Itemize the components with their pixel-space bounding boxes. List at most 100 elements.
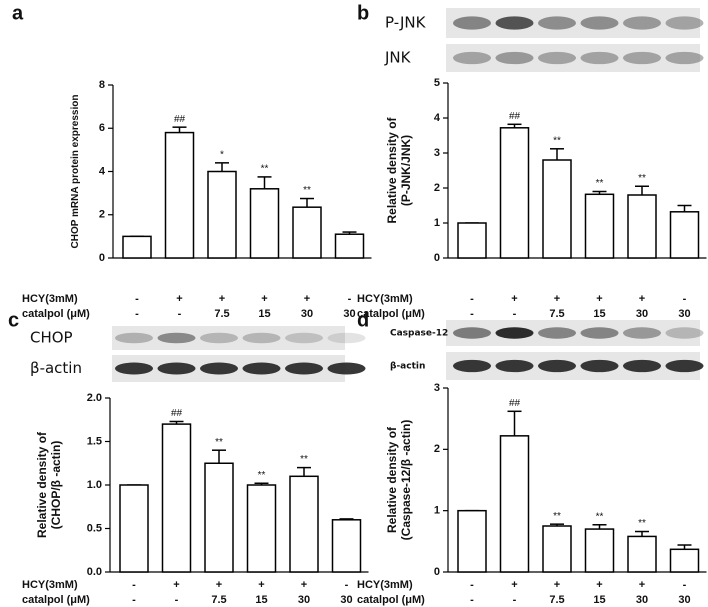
y-tick-label: 1 (434, 505, 440, 517)
blot-label: JNK (384, 49, 412, 67)
y-axis-label-line: Relative density of (385, 116, 399, 223)
y-tick-label: 4 (99, 165, 106, 177)
condition-value: 30 (301, 308, 313, 320)
panel-letter: b (357, 2, 369, 24)
condition-name: HCY(3mM) (357, 579, 413, 591)
blot-band (157, 332, 196, 344)
bar (542, 159, 572, 259)
blot-band (580, 359, 619, 373)
blot-band (453, 51, 491, 65)
condition-value: + (554, 579, 560, 591)
condition-value: - (178, 308, 182, 320)
condition-value: 15 (255, 594, 267, 606)
bar (164, 131, 195, 259)
bar (584, 193, 615, 259)
blot-band (623, 16, 661, 30)
blot-band (665, 51, 704, 65)
blot-band (538, 51, 576, 65)
condition-value: - (135, 308, 139, 320)
blot-label: P-JNK (385, 14, 427, 32)
condition-value: - (348, 293, 352, 305)
blot-band (623, 51, 661, 65)
blot-band (580, 16, 619, 30)
condition-name: HCY(3mM) (357, 293, 413, 305)
significance-label: ** (638, 173, 646, 184)
blot-band (115, 332, 153, 344)
bar (292, 206, 322, 259)
blot-band (285, 332, 323, 344)
significance-label: ## (509, 398, 521, 409)
bar (334, 233, 365, 259)
condition-name: HCY(3mM) (22, 579, 78, 591)
condition-value: - (132, 579, 136, 591)
condition-value: + (596, 579, 602, 591)
condition-value: + (216, 579, 222, 591)
condition-value: 30 (678, 594, 690, 606)
bar (669, 548, 700, 573)
significance-label: ** (553, 511, 561, 522)
blot-label: CHOP (30, 329, 73, 347)
blot-band (623, 327, 661, 339)
y-tick-label: 1.5 (87, 435, 102, 447)
condition-value: 7.5 (549, 308, 564, 320)
significance-label: * (220, 149, 224, 160)
bar (161, 423, 192, 573)
y-axis-label-line: Relative density of (35, 431, 49, 538)
blot-band (538, 359, 576, 373)
condition-value: - (470, 308, 474, 320)
y-axis-label: CHOP mRNA protein expression (70, 95, 81, 249)
blot-band (495, 16, 534, 30)
blot-band (495, 327, 534, 339)
condition-value: + (511, 293, 517, 305)
significance-label: ** (638, 518, 646, 529)
condition-value: - (683, 293, 687, 305)
y-axis-label: Relative density of(P-JNK/JNK) (385, 116, 413, 223)
blot-band (285, 362, 323, 375)
condition-value: 30 (636, 594, 648, 606)
y-tick-label: 0.5 (87, 522, 102, 534)
significance-label: ## (174, 114, 186, 125)
y-tick-label: 2 (99, 209, 105, 221)
y-tick-label: 0 (99, 252, 105, 264)
condition-value: 7.5 (549, 594, 564, 606)
y-axis-label: Relative density of(CHOP/β -actin) (35, 431, 63, 538)
significance-label: ** (258, 470, 266, 481)
bar (669, 211, 700, 259)
blot-band (665, 16, 704, 30)
bar (542, 525, 572, 573)
blot-band (157, 362, 196, 375)
blot-band (327, 362, 366, 375)
y-tick-label: 0.0 (87, 566, 102, 578)
condition-value: + (219, 293, 225, 305)
blot-band (115, 362, 153, 375)
significance-label: ## (171, 408, 183, 419)
condition-name: catalpol (μM) (357, 594, 425, 606)
significance-label: ** (261, 164, 269, 175)
significance-label: ** (215, 437, 223, 448)
blot-band (242, 332, 281, 344)
y-tick-label: 0 (434, 566, 440, 578)
condition-value: 15 (593, 308, 605, 320)
panel-letter: a (12, 2, 24, 24)
bar (457, 222, 487, 259)
y-tick-label: 3 (434, 382, 440, 394)
bar (584, 528, 615, 573)
condition-value: 30 (636, 308, 648, 320)
condition-value: + (258, 579, 264, 591)
condition-value: - (513, 594, 517, 606)
condition-name: catalpol (μM) (357, 308, 425, 320)
bar (289, 475, 319, 573)
blot-band (200, 332, 238, 344)
blot-band (665, 359, 704, 373)
bar (457, 509, 487, 573)
panel-letter: d (357, 309, 369, 331)
y-axis-label-line: (Caspase-12/β -actin) (399, 420, 413, 541)
blot-band (538, 16, 576, 30)
blot-band (200, 362, 238, 375)
y-tick-label: 8 (99, 79, 105, 91)
blot-image (446, 44, 700, 72)
condition-value: 7.5 (211, 594, 226, 606)
y-tick-label: 4 (434, 112, 441, 124)
y-axis-label-line: CHOP mRNA protein expression (70, 95, 81, 249)
